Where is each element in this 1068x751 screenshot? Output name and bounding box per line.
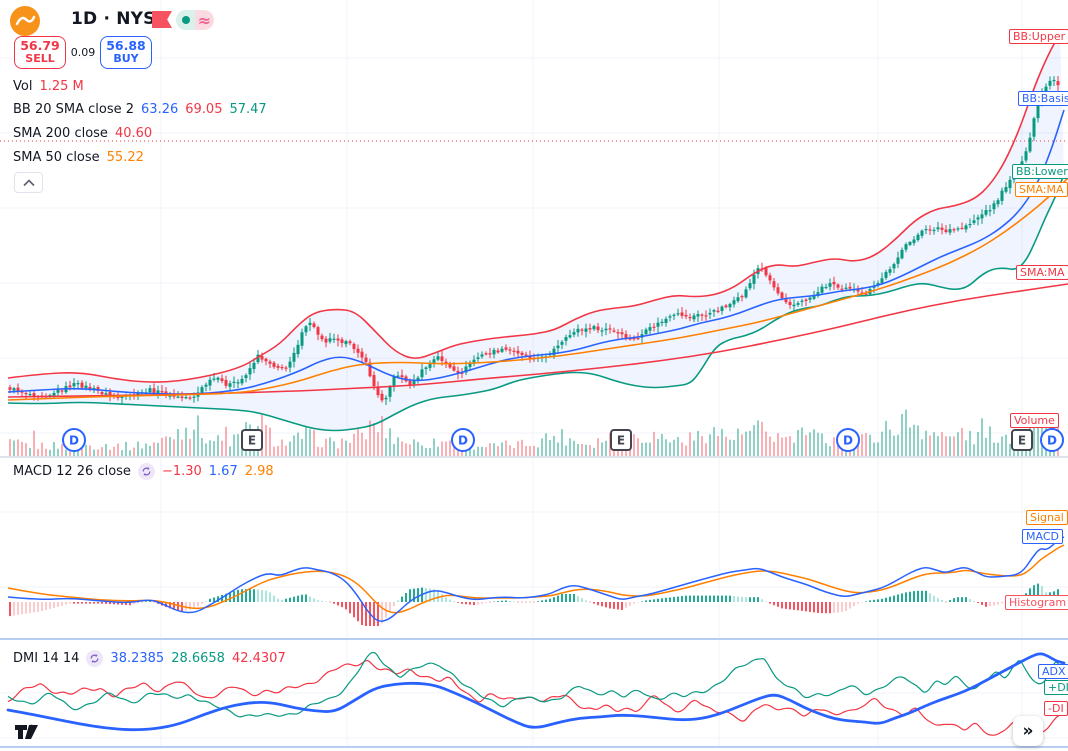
status-dot-half	[176, 10, 195, 30]
axis-label-smama: SMA:MA	[1016, 265, 1068, 280]
legend-row-sma200[interactable]: SMA 200 close 40.60	[13, 126, 152, 141]
sync-icon[interactable]	[86, 650, 104, 667]
event-marker-D[interactable]: D	[836, 428, 860, 452]
event-marker-E[interactable]: E	[610, 429, 632, 451]
spread-value: 0.09	[70, 46, 96, 59]
flag-icon[interactable]	[152, 11, 172, 28]
axis-label-bbbasis: BB:Basis	[1018, 91, 1068, 106]
scroll-right-button[interactable]: »	[1013, 716, 1043, 746]
legend-value: 55.22	[106, 150, 144, 165]
axis-label-smama: SMA:MA	[1015, 182, 1068, 197]
tradingview-logo[interactable]	[14, 722, 46, 746]
axis-label-bblower: BB:Lower	[1012, 164, 1068, 179]
legend-label: SMA 50 close	[13, 150, 100, 165]
connection-dot-icon	[181, 16, 190, 24]
sell-price: 56.79	[20, 37, 60, 53]
legend-label: SMA 200 close	[13, 126, 108, 141]
event-marker-D[interactable]: D	[451, 428, 475, 452]
svg-text:D: D	[69, 434, 79, 448]
svg-text:D: D	[458, 434, 468, 448]
legend-value: 42.4307	[231, 651, 286, 666]
collapse-legend-button[interactable]	[14, 172, 43, 193]
legend-row-bb[interactable]: BB 20 SMA close 2 63.26 69.05 57.47	[13, 102, 267, 117]
buy-label: BUY	[113, 52, 139, 66]
axis-label-histogram: Histogram	[1005, 595, 1068, 610]
axis-label-volume: Volume	[1010, 413, 1059, 428]
sell-label: SELL	[25, 52, 55, 66]
event-marker-E[interactable]: E	[1011, 429, 1033, 451]
event-marker-D[interactable]: D	[1040, 428, 1064, 452]
svg-text:D: D	[1047, 434, 1057, 448]
axis-label-+di: +DI	[1044, 680, 1068, 695]
legend-value: 28.6658	[171, 651, 225, 666]
event-marker-E[interactable]: E	[241, 429, 263, 451]
axis-label--di: -DI	[1044, 701, 1068, 716]
event-marker-D[interactable]: D	[62, 428, 86, 452]
legend-value: 2.98	[244, 464, 274, 479]
approx-half: ≈	[195, 10, 214, 30]
sell-button[interactable]: 56.79 SELL	[14, 36, 66, 69]
double-chevron-right-icon: »	[1022, 721, 1034, 741]
legend-row-sma50[interactable]: SMA 50 close 55.22	[13, 150, 144, 165]
sync-icon[interactable]	[137, 463, 155, 480]
buy-price: 56.88	[106, 37, 146, 53]
axis-label-signal: Signal	[1026, 510, 1068, 525]
axis-label-bbupper: BB:Upper	[1009, 29, 1068, 44]
legend-row-macd[interactable]: MACD 12 26 close −1.30 1.67 2.98	[13, 463, 274, 480]
legend-value: 1.25 M	[39, 79, 84, 94]
legend-label: BB 20 SMA close 2	[13, 102, 135, 117]
legend-value: 69.05	[185, 102, 223, 117]
svg-text:E: E	[1018, 434, 1026, 448]
status-toggle-badge[interactable]: ≈	[176, 10, 214, 30]
legend-value: 1.67	[208, 464, 238, 479]
svg-text:D: D	[843, 434, 853, 448]
legend-value: −1.30	[161, 464, 202, 479]
axis-label-macd: MACD	[1022, 529, 1063, 544]
approx-icon: ≈	[197, 10, 212, 30]
axis-label-adx: ADX	[1038, 664, 1068, 679]
legend-row-dmi[interactable]: DMI 14 14 38.2385 28.6658 42.4307	[13, 650, 286, 667]
legend-row-volume[interactable]: Vol 1.25 M	[13, 79, 84, 94]
symbol-interval-title[interactable]: 1D · NYSE	[71, 9, 168, 29]
legend-value: 57.47	[229, 102, 267, 117]
legend-value: 63.26	[141, 102, 179, 117]
svg-text:E: E	[248, 434, 256, 448]
app-logo-icon[interactable]	[10, 6, 40, 36]
legend-label: MACD 12 26 close	[13, 464, 131, 479]
legend-label: DMI 14 14	[13, 651, 80, 666]
legend-value: 38.2385	[110, 651, 165, 666]
buy-button[interactable]: 56.88 BUY	[100, 36, 152, 69]
legend-label: Vol	[13, 79, 33, 94]
svg-text:E: E	[617, 434, 625, 448]
legend-value: 40.60	[114, 126, 153, 141]
